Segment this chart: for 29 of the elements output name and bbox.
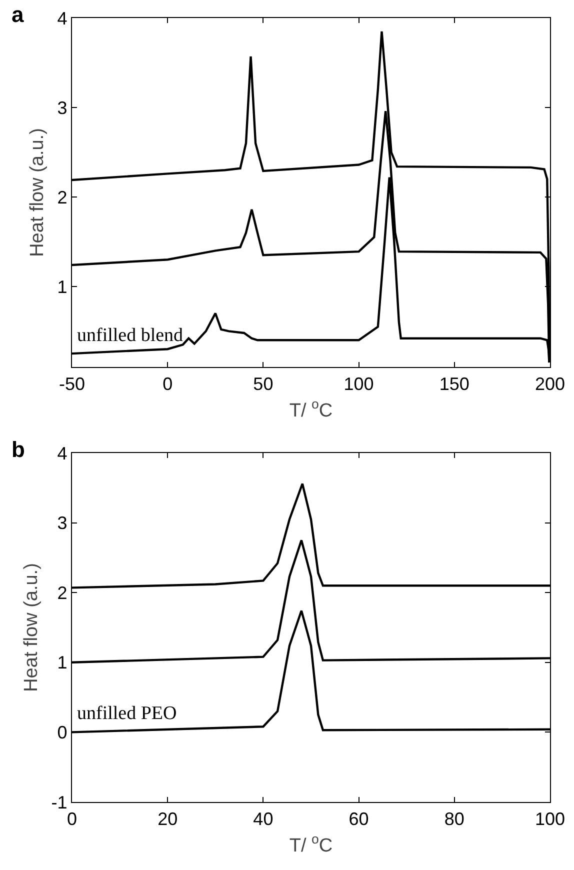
- x-tick-label: 40: [253, 808, 274, 829]
- y-tick-label: 1: [57, 652, 68, 673]
- x-tick-label: 150: [439, 374, 470, 394]
- x-tick-label: 60: [348, 808, 369, 829]
- y-axis-title: Heat flow (a.u.): [27, 128, 48, 257]
- x-tick-label: 100: [344, 374, 374, 394]
- y-tick-label: 4: [57, 443, 68, 464]
- y-axis-title: Heat flow (a.u.): [21, 563, 42, 692]
- series-label: unfilled blend: [77, 325, 184, 346]
- chart-title: b: [11, 436, 25, 462]
- y-tick-label: -1: [51, 792, 68, 812]
- x-tick-label: 200: [534, 374, 566, 394]
- x-tick-label: 50: [253, 374, 274, 394]
- x-tick-label: 100: [534, 808, 566, 829]
- y-tick-label: 2: [57, 582, 68, 603]
- x-tick-label: 80: [444, 808, 464, 829]
- y-tick-label: 2: [57, 187, 68, 208]
- y-tick-label: 1: [57, 276, 68, 297]
- x-tick-label: 0: [162, 374, 173, 394]
- y-tick-label: 3: [57, 513, 68, 534]
- x-tick-label: -50: [58, 374, 86, 394]
- x-axis-title: T/ $^{o}$C: [289, 832, 333, 857]
- x-axis-title: T/ $^{o}$C: [289, 396, 333, 422]
- chart-title: a: [11, 2, 24, 27]
- y-tick-label: 0: [57, 722, 68, 742]
- series-label: unfilled PEO: [77, 703, 177, 724]
- y-tick-label: 3: [57, 98, 68, 118]
- x-tick-label: 20: [158, 808, 178, 829]
- y-tick-label: 4: [57, 8, 68, 28]
